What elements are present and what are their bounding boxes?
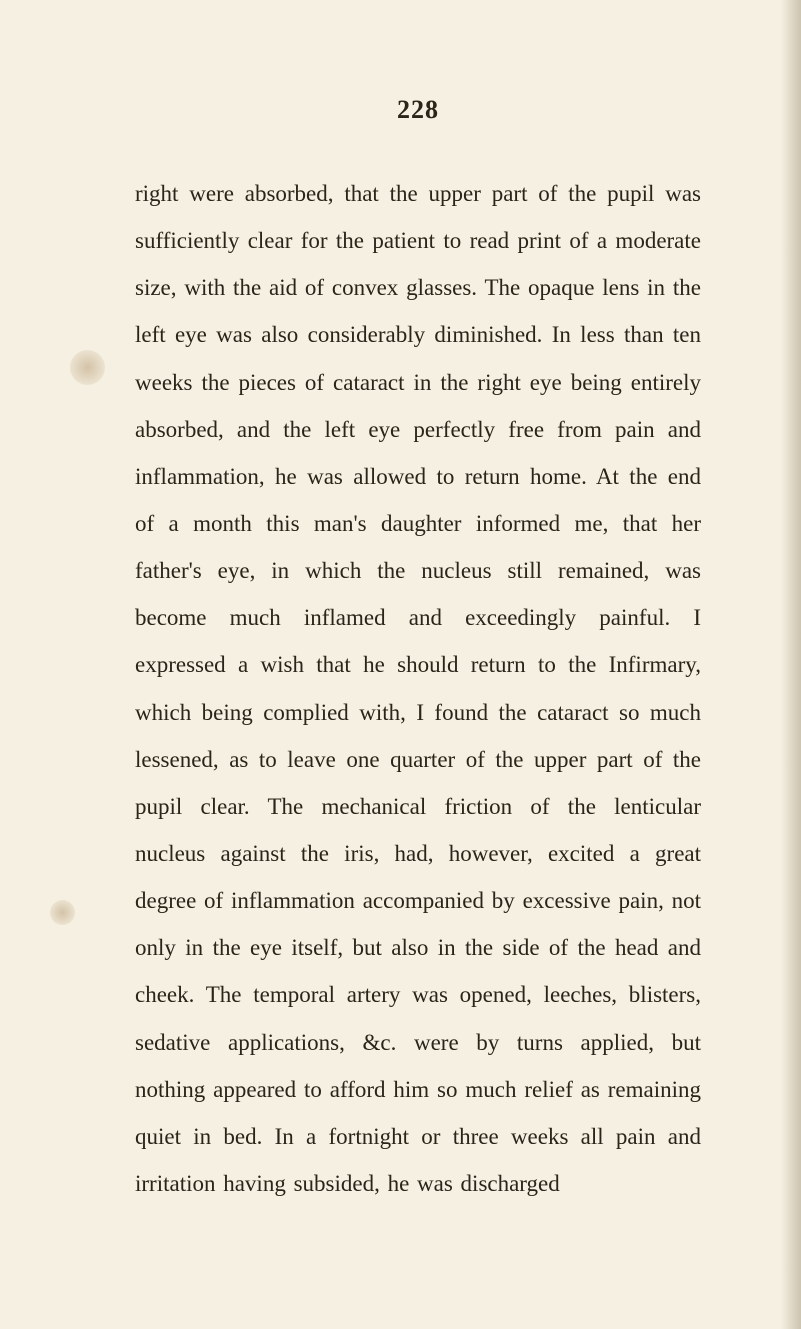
body-text: right were absorbed, that the upper part…: [135, 170, 701, 1207]
binding-shadow: [781, 0, 801, 1329]
aging-spot: [70, 350, 105, 385]
aging-spot: [50, 900, 75, 925]
page-container: 228 right were absorbed, that the upper …: [0, 0, 801, 1329]
page-number: 228: [135, 95, 701, 125]
